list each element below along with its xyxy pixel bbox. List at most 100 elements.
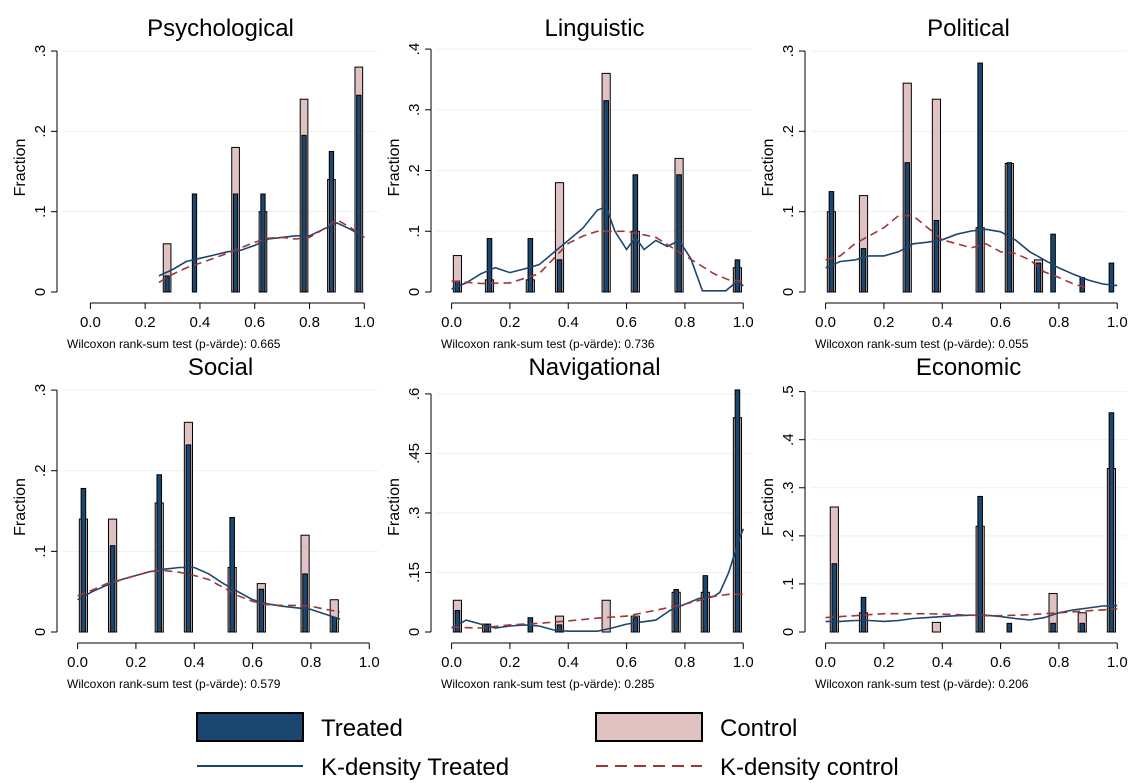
wilcoxon-note: Wilcoxon rank-sum test (p-värde): 0.285 <box>441 677 655 691</box>
bar-treated <box>109 545 116 633</box>
x-tick-label: 0.8 <box>674 654 695 671</box>
bar-treated <box>191 193 198 293</box>
kdensity-treated-line <box>825 228 1118 287</box>
panel-title: Navigational <box>528 354 660 381</box>
legend-label-kdens-control: K-density control <box>720 754 899 781</box>
bar-treated <box>860 248 867 293</box>
x-tick-label: 0.8 <box>300 654 321 671</box>
x-tick-label: 0.6 <box>990 654 1011 671</box>
kdensity-control-line <box>158 218 365 284</box>
bar-treated <box>673 589 679 633</box>
bar-treated <box>486 238 493 293</box>
bar-treated <box>229 516 235 633</box>
x-tick-label: 1.0 <box>733 654 754 671</box>
kdensity-control-line <box>451 230 744 285</box>
kdensity-control-line <box>451 593 744 629</box>
bar-treated <box>258 588 265 633</box>
x-tick-label: 0.2 <box>135 314 156 331</box>
x-tick-label: 0.8 <box>299 314 320 331</box>
bar-treated <box>702 575 709 633</box>
bar-treated <box>232 193 239 293</box>
x-tick-label: 0.8 <box>1048 314 1069 331</box>
y-tick-label: 0 <box>780 628 797 636</box>
y-tick-label: .3 <box>406 507 423 520</box>
legend-swatch-control <box>595 712 703 742</box>
bar-treated <box>356 94 362 293</box>
legend-swatch-treated <box>196 712 304 742</box>
y-tick-label: .45 <box>406 443 423 464</box>
bar-treated <box>454 610 461 633</box>
kdensity-treated-line <box>158 222 365 277</box>
legend-label-control: Control <box>720 715 797 742</box>
x-tick-label: 1.0 <box>733 314 754 331</box>
y-tick-label: .3 <box>406 104 423 117</box>
y-tick-label: .1 <box>406 225 423 238</box>
x-tick-label: 0.4 <box>932 654 953 671</box>
bar-treated <box>904 162 911 293</box>
bar-treated <box>1108 262 1115 293</box>
bar-treated <box>1079 277 1086 293</box>
panel-psychological: Psychological Fraction 0 .1 .2 .3 0.0 0.2 0.4 0.6… <box>12 15 378 351</box>
y-tick-label: .2 <box>780 125 797 138</box>
x-tick-label: 0.8 <box>1048 654 1069 671</box>
kdensity-treated-line <box>451 528 745 633</box>
bar-treated <box>156 474 163 633</box>
kdensity-control-line <box>77 569 341 613</box>
x-tick-label: 0.6 <box>616 654 637 671</box>
y-tick-label: .2 <box>406 164 423 177</box>
bar-treated <box>1006 622 1013 633</box>
kdensity-treated-line <box>451 205 744 292</box>
bar-treated <box>676 174 682 293</box>
bar-treated <box>632 617 639 633</box>
y-tick-label: 0 <box>32 288 49 296</box>
x-tick-label: 0.0 <box>815 654 836 671</box>
y-tick-label: .3 <box>780 45 797 58</box>
bar-treated <box>556 259 563 293</box>
x-tick-label: 0.0 <box>441 654 462 671</box>
bar-treated <box>977 62 983 293</box>
x-tick-label: 0.4 <box>558 654 579 671</box>
x-tick-label: 0.0 <box>67 654 88 671</box>
panel-title: Linguistic <box>544 15 644 42</box>
bar-treated <box>164 275 170 293</box>
y-axis-label: Fraction <box>12 139 29 197</box>
bar-treated <box>80 487 87 633</box>
bar-treated <box>734 259 741 293</box>
panel-title: Social <box>188 354 253 381</box>
x-tick-label: 0.2 <box>499 314 520 331</box>
x-tick-label: 0.2 <box>873 654 894 671</box>
x-tick-label: 0.2 <box>873 314 894 331</box>
x-tick-label: 0.2 <box>125 654 146 671</box>
y-tick-label: .15 <box>406 562 423 583</box>
bar-treated <box>1035 262 1042 293</box>
bar-treated <box>527 238 534 293</box>
x-tick-label: 0.0 <box>80 314 101 331</box>
panel-political: Political Fraction 0 .1 .2 .3 0.0 0.2 0.4 0.6 0.8 1… <box>760 15 1128 351</box>
wilcoxon-note: Wilcoxon rank-sum test (p-värde): 0.206 <box>815 677 1029 691</box>
y-tick-label: .1 <box>780 205 797 218</box>
y-tick-label: .3 <box>780 482 797 495</box>
y-tick-label: 0 <box>32 628 49 636</box>
panel-navigational: Navigational Fraction 0 .15 .3 .45 .6 0.0 0.2 0.4… <box>386 354 754 691</box>
y-tick-label: .1 <box>32 205 49 218</box>
y-tick-label: .4 <box>780 433 797 446</box>
plot-area <box>811 382 1126 632</box>
y-tick-label: .1 <box>780 578 797 591</box>
panel-title: Psychological <box>147 15 294 42</box>
panel-title: Economic <box>916 354 1021 381</box>
panel-economic: Economic Fraction 0 .1 .2 .3 .4 .5 0.0 0.2 0.4 0.6 0… <box>760 354 1128 691</box>
bar-treated <box>831 563 838 633</box>
kdensity-control-line <box>825 608 1118 619</box>
legend: Treated Control K-density Treated K-dens… <box>196 712 899 781</box>
wilcoxon-note: Wilcoxon rank-sum test (p-värde): 0.579 <box>67 677 281 691</box>
y-axis-label: Fraction <box>386 139 403 197</box>
x-tick-label: 0.6 <box>616 314 637 331</box>
bar-treated <box>977 495 983 633</box>
bar-treated <box>933 220 940 293</box>
x-tick-label: 1.0 <box>1107 654 1128 671</box>
plot-area <box>811 43 1126 292</box>
x-tick-label: 0.8 <box>674 314 695 331</box>
bar-treated <box>331 616 338 633</box>
y-tick-label: .2 <box>32 125 49 138</box>
